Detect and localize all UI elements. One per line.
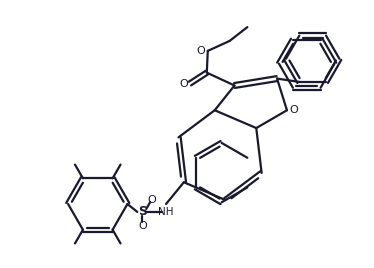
Text: O: O [148,195,157,205]
Text: O: O [180,79,188,88]
Text: O: O [289,105,298,115]
Text: NH: NH [158,207,174,217]
Text: O: O [196,46,205,56]
Text: S: S [138,206,147,218]
Text: O: O [138,221,147,231]
